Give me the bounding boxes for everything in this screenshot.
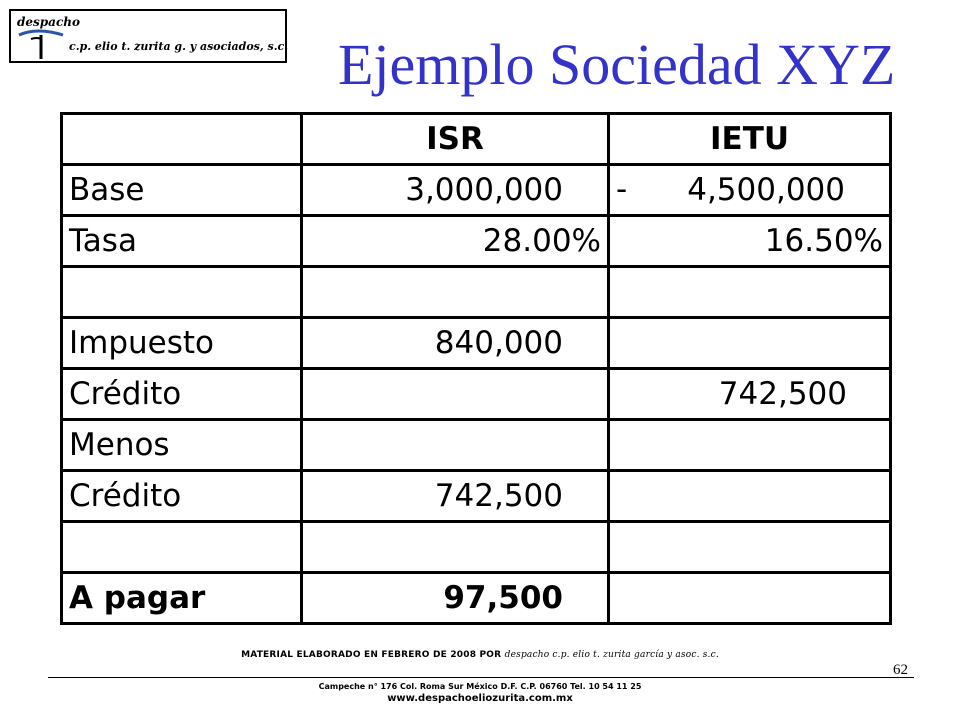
isr-value xyxy=(300,367,610,421)
row-label: Base xyxy=(60,163,303,217)
logo-name: despacho xyxy=(17,15,80,29)
table-row xyxy=(60,265,892,319)
ietu-value xyxy=(607,265,892,319)
row-label xyxy=(60,520,303,574)
table-row: Base 3,000,000 - 4,500,000 xyxy=(60,163,892,217)
table-row: Crédito 742,500 xyxy=(60,367,892,421)
isr-value: 3,000,000 xyxy=(300,163,610,217)
footer-website[interactable]: www.despachoeliozurita.com.mx xyxy=(387,693,573,704)
minus-sign: - xyxy=(616,171,628,208)
ietu-value xyxy=(607,469,892,523)
ietu-value: - 4,500,000 xyxy=(607,163,892,217)
table-row: Crédito 742,500 xyxy=(60,469,892,523)
row-label: Crédito xyxy=(60,469,303,523)
page-number: 62 xyxy=(893,662,908,678)
header-cell-ietu: IETU xyxy=(607,112,892,166)
logo-firm-name: c.p. elio t. zurita g. y asociados, s.c. xyxy=(69,40,289,53)
table-row: Impuesto 840,000 xyxy=(60,316,892,370)
isr-value xyxy=(300,265,610,319)
isr-value xyxy=(300,418,610,472)
header-cell-isr: ISR xyxy=(300,112,610,166)
footer-divider xyxy=(48,677,914,678)
tax-comparison-table: ISR IETU Base 3,000,000 - 4,500,000 Tasa… xyxy=(60,112,892,625)
table-row-total: A pagar 97,500 xyxy=(60,571,892,625)
header-cell-empty xyxy=(60,112,303,166)
logo-emblem-icon xyxy=(18,29,64,59)
row-label: Tasa xyxy=(60,214,303,268)
table-row: Menos xyxy=(60,418,892,472)
ietu-value xyxy=(607,418,892,472)
row-label: Impuesto xyxy=(60,316,303,370)
table-row: Tasa 28.00% 16.50% xyxy=(60,214,892,268)
isr-value: 840,000 xyxy=(300,316,610,370)
row-label: Menos xyxy=(60,418,303,472)
row-label: A pagar xyxy=(60,571,303,625)
ietu-value: 742,500 xyxy=(607,367,892,421)
footer-note: MATERIAL ELABORADO EN FEBRERO DE 2008 PO… xyxy=(0,650,960,660)
ietu-value xyxy=(607,571,892,625)
isr-value: 97,500 xyxy=(300,571,610,625)
row-label xyxy=(60,265,303,319)
ietu-value: 16.50% xyxy=(607,214,892,268)
footer-note-prefix: MATERIAL ELABORADO EN FEBRERO DE 2008 PO… xyxy=(241,650,502,660)
ietu-amount: 4,500,000 xyxy=(687,171,845,208)
footer-address: Campeche n° 176 Col. Roma Sur México D.F… xyxy=(318,682,642,691)
table-header-row: ISR IETU xyxy=(60,112,892,166)
isr-value: 28.00% xyxy=(300,214,610,268)
row-label: Crédito xyxy=(60,367,303,421)
ietu-value xyxy=(607,520,892,574)
company-logo: despacho c.p. elio t. zurita g. y asocia… xyxy=(9,9,289,63)
isr-value xyxy=(300,520,610,574)
isr-value: 742,500 xyxy=(300,469,610,523)
table-row xyxy=(60,520,892,574)
slide-title: Ejemplo Sociedad XYZ xyxy=(338,32,896,97)
ietu-value xyxy=(607,316,892,370)
footer-note-firm: despacho c.p. elio t. zurita garcía y as… xyxy=(504,650,719,660)
